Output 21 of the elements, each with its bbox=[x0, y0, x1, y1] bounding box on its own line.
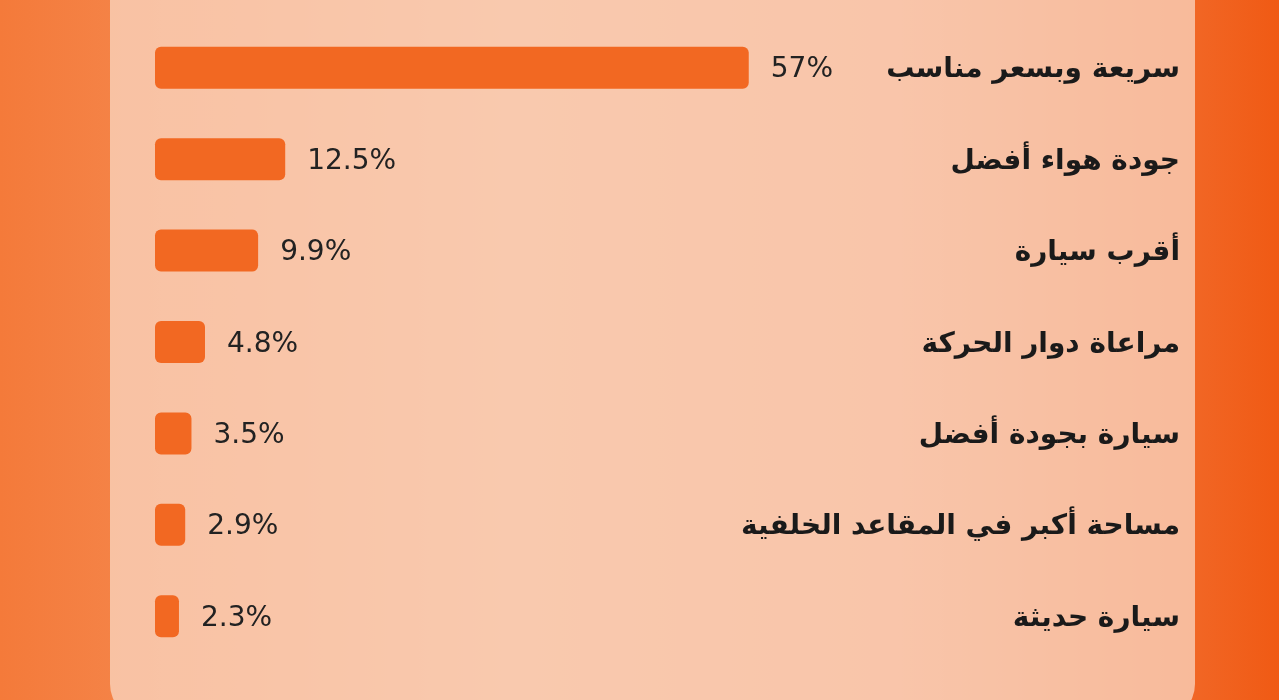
data-label: 4.8% bbox=[227, 325, 299, 359]
bar bbox=[155, 503, 186, 546]
data-label: 2.9% bbox=[207, 508, 279, 542]
y-tick-label: سيارة بجودة أفضل bbox=[918, 414, 1180, 450]
data-label: 12.5% bbox=[307, 142, 397, 176]
y-tick-label: مراعاة دوار الحركة bbox=[921, 325, 1180, 359]
data-label: 2.3% bbox=[200, 599, 273, 633]
bar bbox=[155, 46, 749, 89]
bar bbox=[155, 321, 205, 363]
bar bbox=[155, 412, 192, 455]
bar bbox=[155, 595, 179, 638]
data-label: 57% bbox=[770, 51, 833, 85]
y-tick-label: جودة هواء أفضل bbox=[950, 140, 1180, 176]
data-label: 3.5% bbox=[213, 416, 285, 450]
bar bbox=[155, 229, 259, 272]
y-tick-label: مساحة أكبر في المقاعد الخلفية bbox=[740, 506, 1180, 542]
y-tick-label: سريعة وبسعر مناسب bbox=[886, 51, 1180, 85]
y-tick-label: سيارة حديثة bbox=[1012, 599, 1180, 633]
data-label: 9.9% bbox=[280, 234, 352, 268]
bar bbox=[155, 138, 286, 181]
y-tick-label: أقرب سيارة bbox=[1014, 232, 1180, 268]
